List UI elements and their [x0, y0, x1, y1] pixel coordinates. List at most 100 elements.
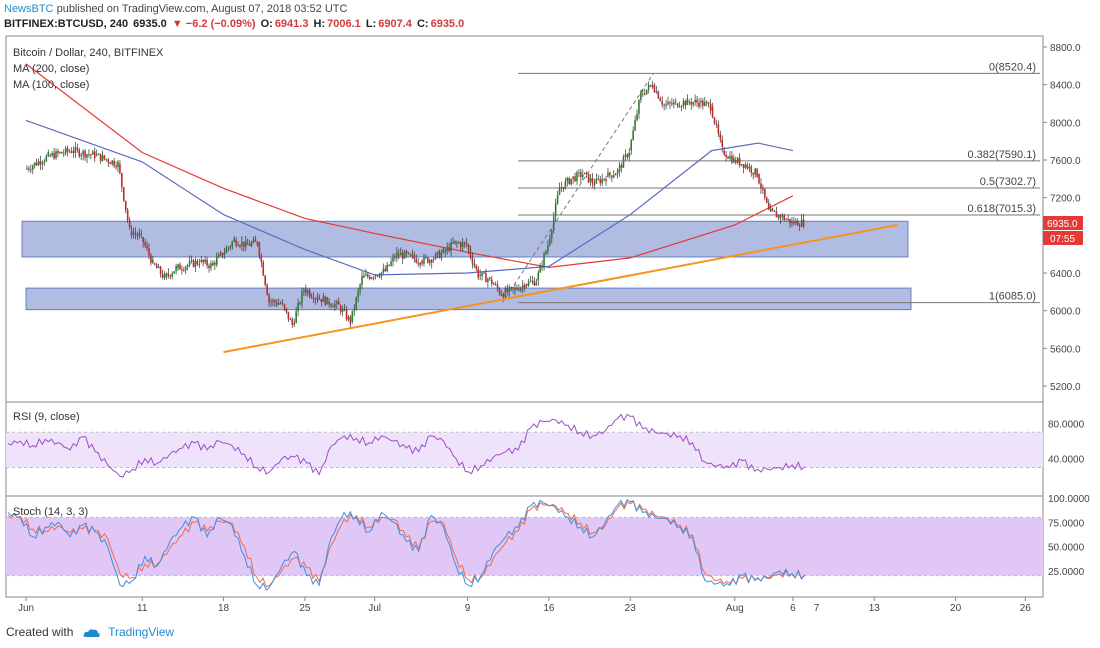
candle-body: [698, 102, 700, 107]
low-label: L:: [365, 18, 377, 30]
candle-body: [459, 242, 462, 247]
fib-level-label: 0.618(7015.3): [968, 203, 1037, 215]
candle-body: [328, 301, 330, 305]
candle-body: [723, 150, 725, 155]
candle-body: [432, 258, 435, 260]
candle-body: [243, 241, 245, 247]
ohlc-line: BITFINEX:BTCUSD, 240 6935.0 ▼ −6.2 (−0.0…: [4, 17, 466, 31]
candle-body: [791, 220, 793, 224]
candle-body: [640, 91, 642, 101]
candle-body: [694, 99, 696, 103]
fib-anchor-line: [502, 73, 654, 303]
candle-body: [314, 298, 317, 300]
candle-body: [642, 93, 644, 95]
candle-body: [789, 218, 791, 224]
candle-body: [80, 154, 82, 157]
candle-body: [357, 290, 359, 298]
candle-body: [200, 259, 203, 262]
candle-body: [289, 319, 292, 321]
last-price-tag: 6935.0: [1047, 219, 1078, 230]
candle-body: [61, 152, 63, 154]
candle-body: [549, 238, 551, 245]
candle-body: [183, 269, 185, 271]
candle-body: [775, 211, 778, 218]
symbol-label: BITFINEX:BTCUSD, 240: [4, 18, 129, 30]
candle-body: [409, 254, 412, 257]
candle-body: [283, 304, 286, 309]
candle-body: [802, 219, 805, 227]
publisher-name[interactable]: NewsBTC: [4, 3, 54, 15]
candle-body: [564, 181, 567, 189]
x-tick-label: Jul: [368, 603, 381, 614]
candle-body: [113, 160, 115, 166]
candle-body: [591, 178, 594, 184]
candle-body: [649, 85, 652, 87]
candle-body: [651, 85, 654, 88]
candle-body: [665, 104, 667, 106]
candle-body: [676, 103, 679, 107]
candle-body: [492, 283, 495, 285]
candle-body: [55, 151, 57, 159]
candle-body: [188, 261, 191, 266]
candle-body: [626, 154, 629, 158]
candle-body: [372, 277, 375, 279]
price-pane-title: Bitcoin / Dollar, 240, BITFINEX: [13, 47, 164, 59]
candle-body: [622, 156, 625, 168]
candle-body: [275, 302, 278, 305]
candle-body: [413, 254, 416, 259]
candle-body: [140, 233, 143, 235]
candle-body: [601, 178, 603, 184]
candle-body: [580, 172, 582, 178]
x-tick-label: 23: [625, 603, 637, 614]
candle-body: [512, 287, 514, 289]
candle-body: [678, 106, 681, 108]
candle-body: [510, 287, 512, 289]
candle-body: [353, 308, 356, 311]
candle-body: [293, 322, 296, 325]
rsi-axis-label: 80.0000: [1048, 419, 1085, 430]
y-tick-label: 5600.0: [1050, 344, 1081, 355]
candle-body: [345, 309, 348, 320]
candle-body: [450, 242, 452, 251]
candle-body: [700, 100, 702, 103]
candle-body: [49, 155, 52, 157]
candle-body: [336, 301, 338, 304]
candle-body: [126, 209, 129, 220]
candle-body: [330, 304, 332, 307]
candle-body: [692, 102, 694, 105]
candle-body: [92, 151, 94, 155]
candle-body: [123, 187, 125, 201]
candle-body: [704, 102, 706, 106]
candle-body: [254, 239, 257, 242]
candle-body: [444, 250, 447, 253]
y-tick-label: 7600.0: [1050, 156, 1081, 167]
candle-body: [30, 169, 32, 171]
candle-body: [475, 265, 478, 269]
candle-body: [525, 284, 528, 286]
candle-body: [235, 240, 237, 246]
fib-level-label: 0(8520.4): [989, 61, 1036, 73]
candle-body: [365, 274, 367, 276]
candle-body: [428, 260, 431, 263]
candle-body: [682, 100, 685, 106]
candle-body: [603, 178, 605, 180]
trading-chart[interactable]: 0(8520.4) 0.382(7590.1) 0.5(7302.7) 0.618(7…: [0, 0, 1100, 620]
candle-body: [605, 179, 607, 182]
footer-tradingview-link[interactable]: TradingView: [108, 625, 175, 639]
candle-body: [490, 279, 493, 284]
ma200-legend: MA (200, close): [13, 63, 89, 75]
candle-body: [696, 99, 698, 103]
candle-body: [423, 256, 425, 264]
candle-body: [214, 262, 216, 265]
candle-body: [487, 279, 489, 283]
candle-body: [628, 152, 631, 158]
candle-body: [514, 287, 516, 290]
stoch-k-line: [7, 498, 805, 592]
candle-body: [347, 316, 350, 320]
candle-body: [498, 288, 501, 294]
last-price-tag-bg: [1043, 216, 1083, 230]
candle-body: [258, 242, 261, 257]
candle-body: [727, 157, 729, 159]
candle-body: [756, 168, 758, 177]
candle-body: [765, 197, 768, 203]
